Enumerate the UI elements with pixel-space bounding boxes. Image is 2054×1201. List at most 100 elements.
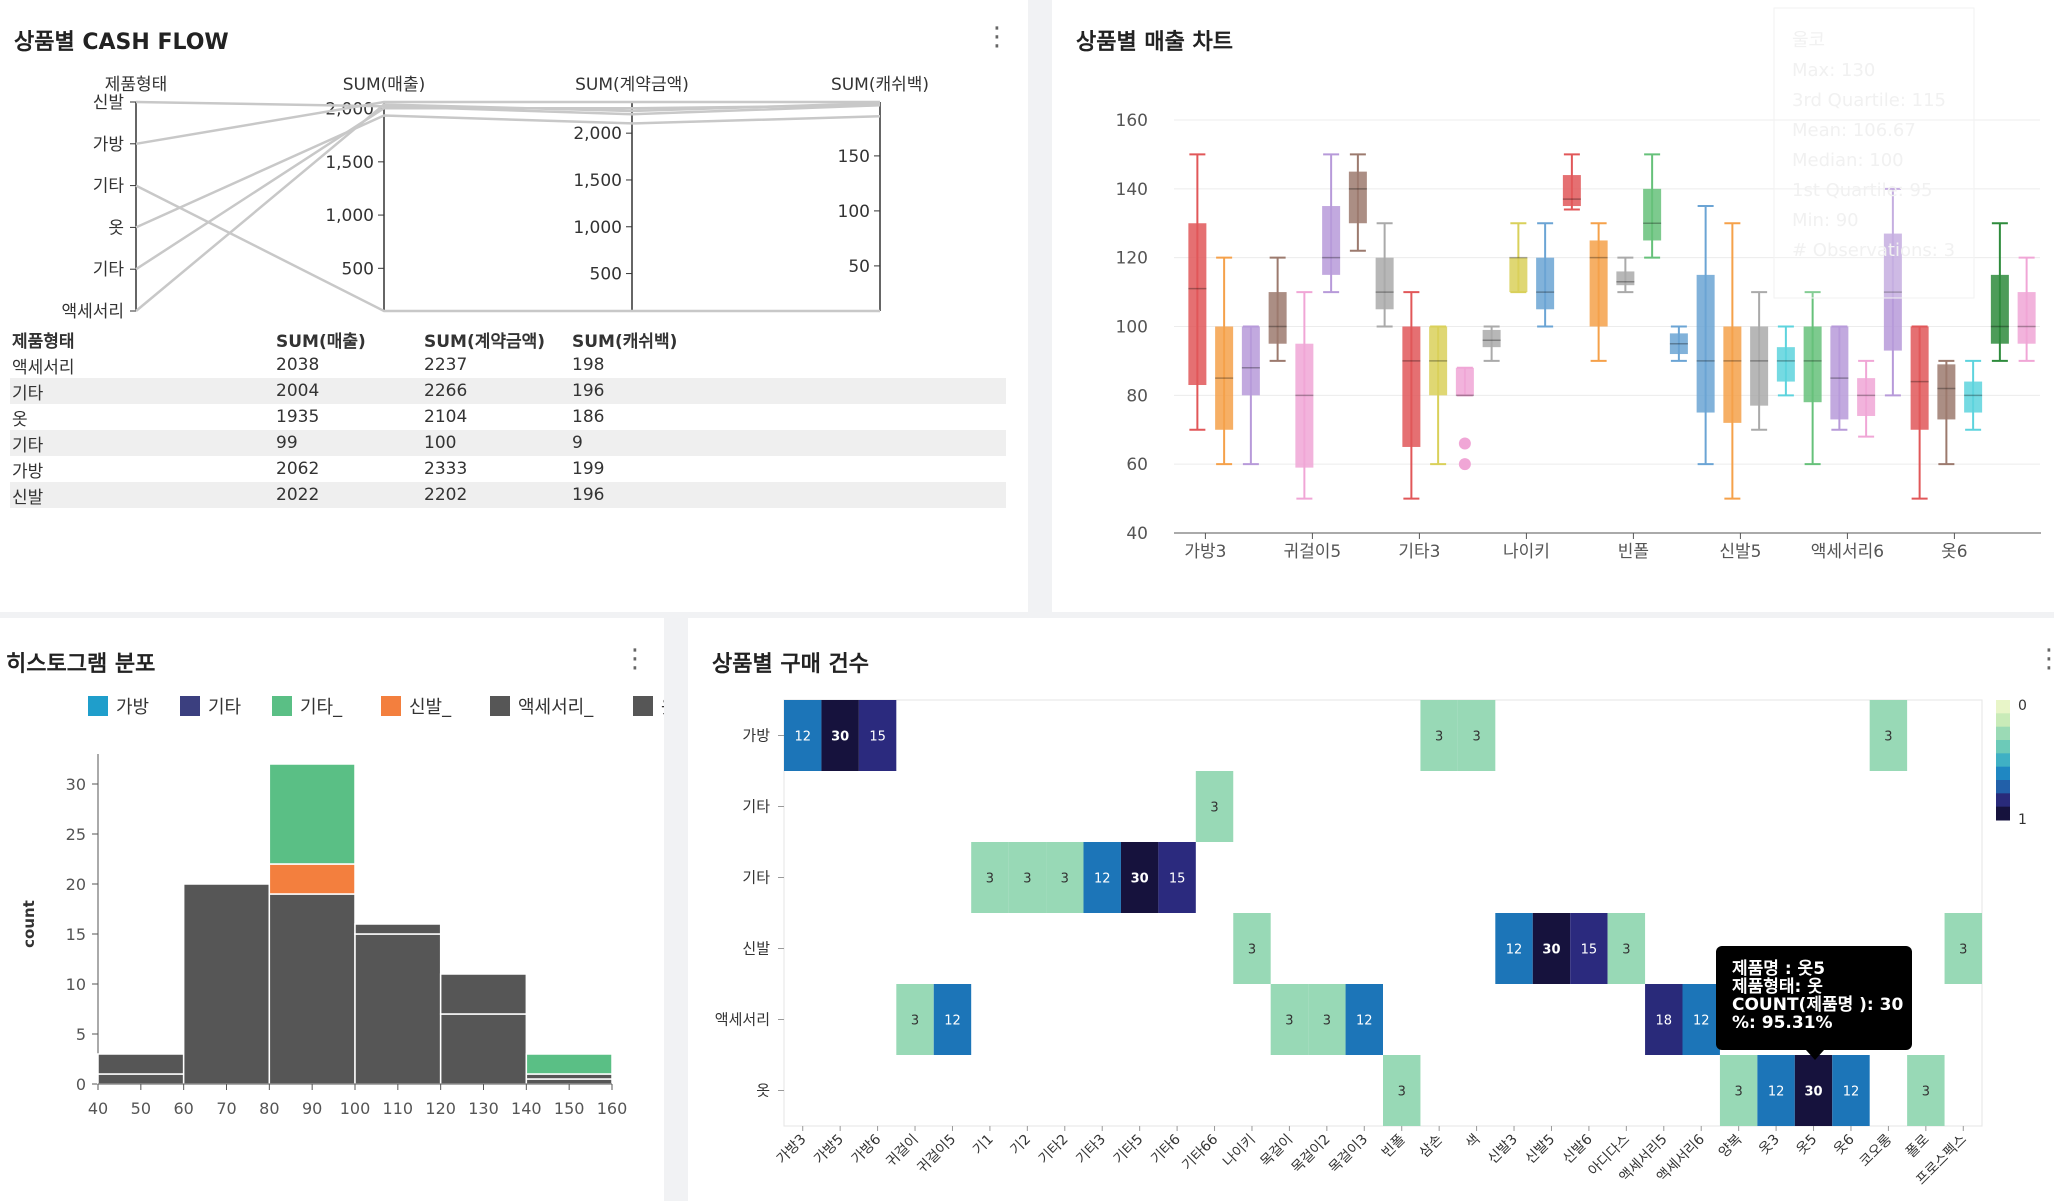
histogram-bar: [97, 1073, 185, 1085]
y-tick-label: 80: [1126, 386, 1148, 406]
x-tick-label: 150: [554, 1099, 585, 1118]
legend-top-label: 0: [2018, 698, 2027, 714]
legend-label: 신발_: [409, 697, 452, 718]
table-row[interactable]: 액세서리 2038 2237 198: [10, 352, 1006, 378]
y-tick-label: 30: [66, 775, 86, 794]
box-body: [1883, 233, 1902, 351]
axis-header: SUM(매출): [343, 75, 425, 95]
legend-label: 기타_: [300, 697, 343, 718]
boxchart-menu-icon[interactable]: ⋮: [2044, 24, 2054, 50]
column-label: 귀걸이5: [914, 1132, 959, 1177]
axis-tick-label: 2,000: [573, 124, 622, 144]
heatmap-cell: [1383, 1055, 1421, 1126]
table-row[interactable]: 기타 2004 2266 196: [10, 378, 1006, 404]
ghost-tooltip-text: 울코: [1792, 30, 1825, 51]
legend-gradient-step: [1996, 806, 2010, 821]
axis-tick-label: 1,000: [573, 218, 622, 238]
histogram-bar: [354, 933, 442, 1085]
x-tick-label: 가방3: [1184, 542, 1226, 562]
heatmap-cell-value: 12: [1356, 1014, 1373, 1029]
box-body: [1241, 326, 1260, 396]
heatmap-cell: [1719, 1055, 1758, 1126]
column-label: 가방3: [774, 1132, 810, 1168]
heatmap-cell: [1570, 913, 1608, 984]
tooltip-arrow: [1806, 1050, 1824, 1060]
axis-tick-label: 1,000: [325, 206, 374, 226]
table-row[interactable]: 신발 2022 2202 196: [10, 482, 1006, 508]
column-label: 기타66: [1179, 1131, 1221, 1173]
heatmap-cell-value: 15: [1581, 943, 1598, 958]
category-label: 기타: [93, 177, 125, 197]
heatmap-cell: [1794, 1055, 1833, 1126]
ghost-tooltip-text: Mean: 106.67: [1792, 120, 1916, 141]
x-tick-label: 140: [511, 1099, 542, 1118]
legend-swatch: [272, 696, 292, 716]
axis-header: SUM(계약금액): [575, 75, 689, 95]
box-body: [1589, 240, 1608, 327]
heatmap-cell-value: 3: [1735, 1085, 1743, 1100]
heatmap-cell: [1083, 842, 1121, 913]
box-body: [1482, 329, 1501, 348]
table-header-cell[interactable]: SUM(캐쉬백): [572, 331, 678, 352]
x-tick-label: 40: [88, 1099, 108, 1118]
column-label: 기타3: [1073, 1132, 1109, 1168]
y-tick-label: 100: [1116, 318, 1148, 338]
table-row[interactable]: 기타 99 100 9: [10, 430, 1006, 456]
table-header-cell[interactable]: SUM(계약금액): [424, 331, 546, 352]
parallel-line: [135, 101, 881, 312]
y-axis-label: count: [20, 900, 38, 948]
table-cell: 2022: [274, 482, 422, 508]
legend-gradient-step: [1996, 780, 2010, 794]
box-plot-chart: 40 60 80 100 120 140 160 가방3 귀걸이5 기타3 나이키 빈폴 신발5 액세서리…: [1116, 7, 2041, 562]
y-tick-label: 140: [1116, 180, 1148, 200]
heatmap-menu-icon[interactable]: ⋮: [2036, 644, 2054, 674]
table-row[interactable]: 가방 2062 2333 199: [10, 456, 1006, 482]
column-label: 기1: [970, 1132, 997, 1159]
axis-tick-label: 500: [590, 265, 622, 285]
heatmap-cell-value: 3: [1398, 1085, 1406, 1100]
cashflow-menu-icon[interactable]: ⋮: [984, 22, 1010, 52]
box-body: [1990, 274, 2009, 344]
heatmap-cell-value: 3: [1922, 1085, 1930, 1100]
column-label: 기타2: [1036, 1132, 1072, 1168]
histogram-bar: [182, 883, 271, 1085]
legend-swatch: [633, 696, 653, 716]
table-row[interactable]: 옷 1935 2104 186: [10, 404, 1006, 430]
heatmap-cell: [1682, 984, 1720, 1055]
table-cell: 2266: [422, 378, 570, 404]
column-label: 옷6: [1831, 1131, 1858, 1158]
box-body: [1348, 171, 1367, 224]
x-tick-label: 60: [173, 1099, 193, 1118]
heatmap-cell: [858, 700, 897, 771]
histogram-panel: 히스토그램 분포 ⋮ 가방 기타 기타_ 신발_ 액세서리_ 옷 0 5 10 15 20 25 30 c…: [0, 618, 664, 1201]
histogram-bar: [354, 923, 442, 935]
legend-gradient-step: [1996, 726, 2010, 741]
y-tick-label: 15: [66, 925, 86, 944]
heatmap-panel: 상품별 구매 건수 ⋮ 가방 기타 기타 신발 액세서리 옷 12 30 15 3 3 3 3 3 3 3 12…: [688, 618, 2054, 1201]
table-cell: 2062: [276, 459, 320, 479]
x-tick-label: 액세서리6: [1811, 542, 1884, 562]
box-body: [1402, 326, 1421, 447]
heatmap-cell: [1120, 842, 1159, 913]
x-tick-label: 기타3: [1398, 542, 1440, 562]
heatmap-cell-value: 3: [1884, 730, 1892, 745]
legend-gradient-step: [1996, 713, 2010, 728]
category-label: 액세서리: [61, 302, 124, 322]
box-body: [1669, 333, 1688, 355]
box-body: [1776, 347, 1795, 382]
ghost-tooltip-text: 3rd Quartile: 115: [1792, 90, 1946, 111]
box-body: [1616, 271, 1635, 286]
legend-swatch: [381, 696, 401, 716]
table-cell: 186: [572, 407, 605, 427]
x-tick-label: 130: [468, 1099, 499, 1118]
heatmap-cell: [1944, 913, 1982, 984]
boxchart-panel: 상품별 매출 차트 ⋮ 40 60 80 100 120 140 160 가방3 귀걸이5 기타3…: [1052, 0, 2054, 612]
table-header-cell[interactable]: 제품형태: [12, 331, 75, 352]
histogram-menu-icon[interactable]: ⋮: [622, 644, 648, 674]
box-outlier: [1458, 437, 1471, 450]
legend-gradient-step: [1996, 740, 2010, 754]
axis-tick-label: 1,500: [325, 153, 374, 173]
parallel-line: [135, 184, 880, 313]
table-header-cell[interactable]: SUM(매출): [276, 331, 366, 352]
y-tick-label: 25: [66, 825, 86, 844]
